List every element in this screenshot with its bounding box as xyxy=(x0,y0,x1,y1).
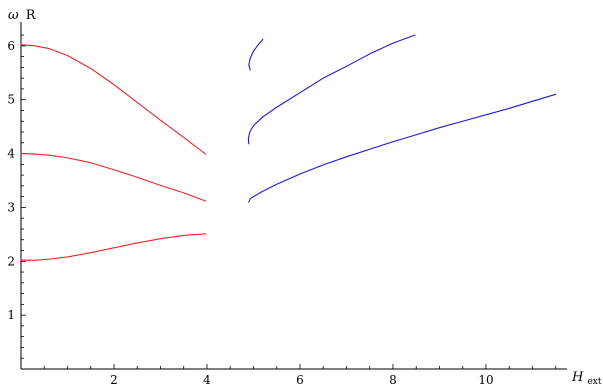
x-tick-label: 2 xyxy=(110,373,118,387)
curves xyxy=(20,34,557,261)
y-tick-label: 1 xyxy=(7,308,15,322)
y-axis-symbol: ω xyxy=(8,8,19,23)
x-tick-label: 6 xyxy=(296,373,304,387)
y-axis-suffix: R xyxy=(26,8,37,23)
blue-curve-5 xyxy=(247,34,416,145)
y-tick-label: 2 xyxy=(7,254,15,268)
y-tick-label: 3 xyxy=(7,200,15,214)
red-curve-1 xyxy=(20,233,207,261)
blue-curve-6 xyxy=(248,38,264,71)
red-curve-2 xyxy=(20,153,207,202)
x-tick-label: 10 xyxy=(478,373,493,387)
x-tick-label: 8 xyxy=(389,373,397,387)
y-axis-title: ω R xyxy=(8,8,37,23)
blue-curve-4 xyxy=(248,93,557,203)
x-axis-subscript: ext xyxy=(587,377,601,387)
y-tick-label: 5 xyxy=(7,93,15,107)
y-tick-label: 4 xyxy=(7,147,15,161)
x-axis-main: H xyxy=(571,370,584,385)
y-tick-label: 6 xyxy=(7,39,15,53)
x-tick-label: 4 xyxy=(203,373,211,387)
red-curve-3 xyxy=(20,44,207,155)
x-axis-title: H ext xyxy=(571,370,602,387)
